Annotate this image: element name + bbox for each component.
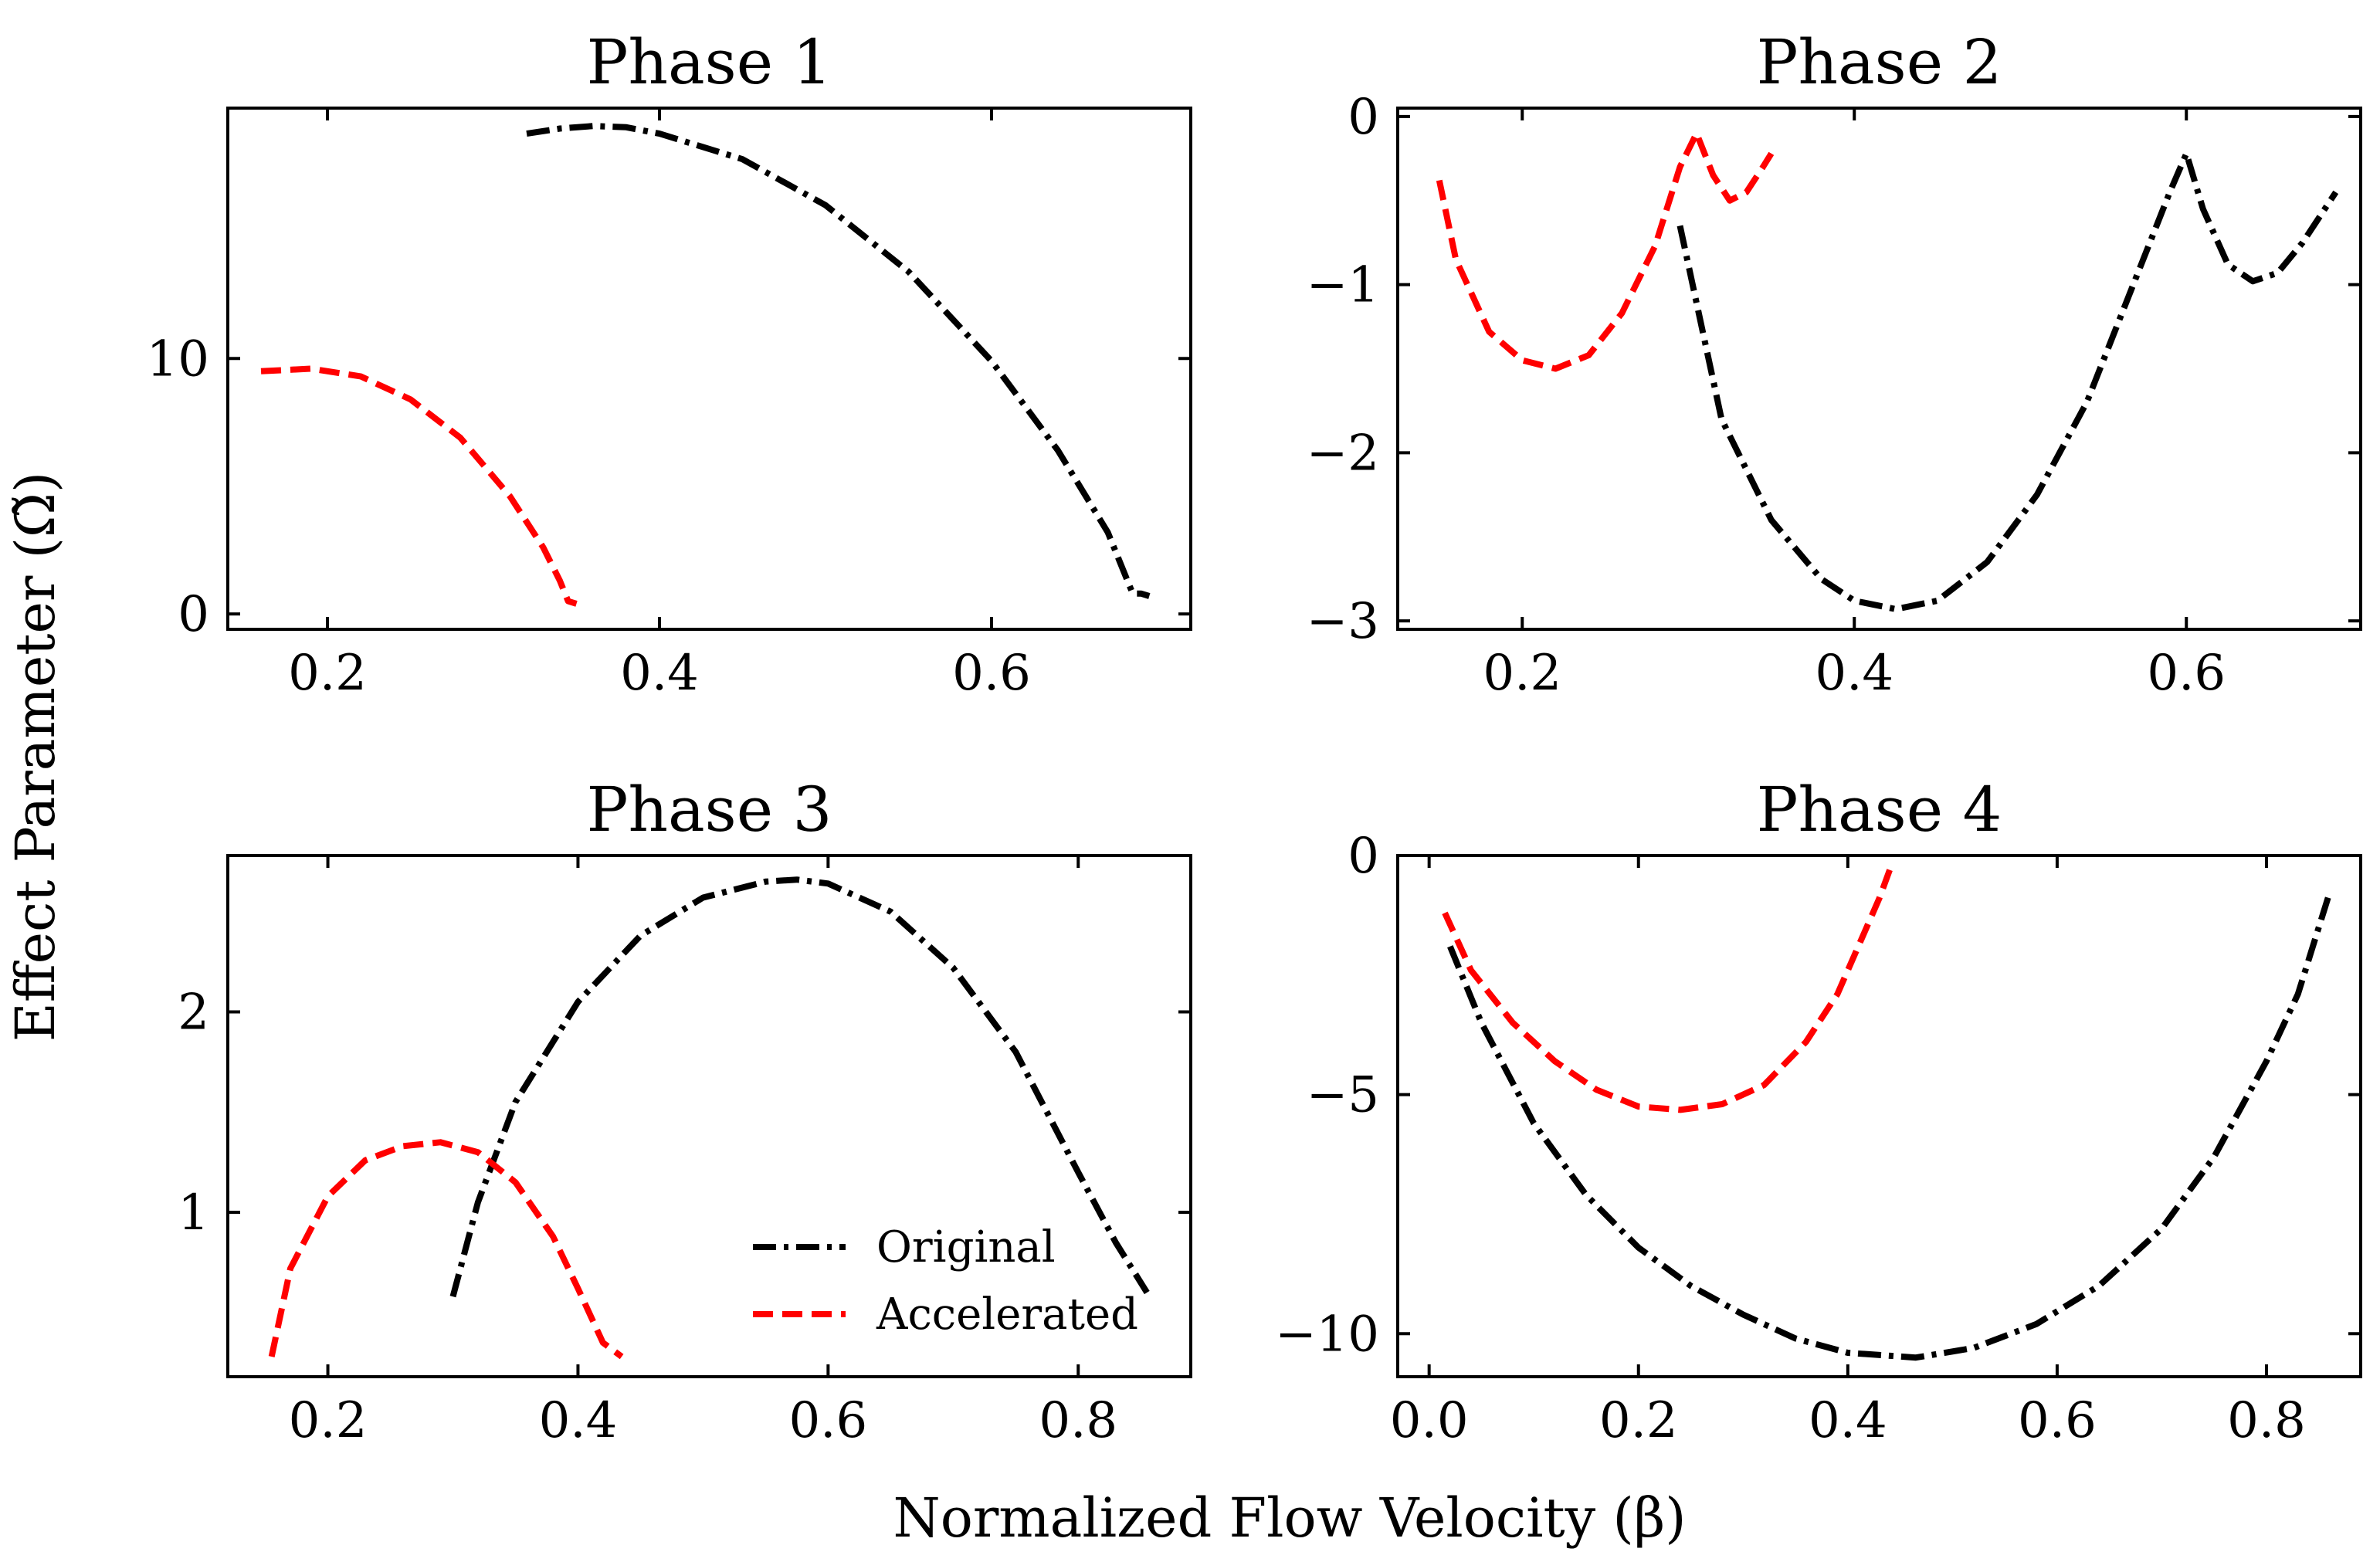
x-tick-label: 0.6 (952, 645, 1031, 702)
y-tick-label: 2 (178, 984, 209, 1042)
y-tick-label: 1 (178, 1184, 209, 1242)
phase-4-panel: Phase 4 0.0 0.2 0.4 0.6 0.8 0 −5 −10 (1275, 774, 2361, 1449)
x-tick-label: 0.2 (1483, 645, 1561, 702)
x-tick-label: 0.6 (788, 1392, 867, 1449)
x-tick-label: 0.4 (1809, 1392, 1887, 1449)
x-tick-label: 0.4 (539, 1392, 618, 1449)
series-accelerated-line (1445, 870, 1890, 1110)
phase-2-panel: Phase 2 0.2 0.4 0.6 0 −1 −2 −3 (1307, 26, 2361, 702)
x-tick-label: 0.6 (2018, 1392, 2097, 1449)
y-tick-label: 0 (1348, 828, 1379, 885)
x-tick-label: 0.4 (620, 645, 699, 702)
series-accelerated-line (1439, 134, 1771, 369)
plot-frame (1398, 108, 2361, 629)
phase-3-panel: Phase 3 0.2 0.4 0.6 0.8 1 2 (178, 774, 1191, 1449)
x-tick-label: 0.8 (1039, 1392, 1117, 1449)
y-tick-label: −5 (1307, 1067, 1379, 1124)
series-accelerated-line (261, 369, 577, 604)
panel-title: Phase 3 (587, 774, 832, 845)
y-tick-label: 0 (178, 586, 209, 643)
series-accelerated-line (272, 1142, 622, 1357)
panel-title: Phase 4 (1757, 774, 2002, 845)
panel-title: Phase 2 (1757, 26, 2002, 98)
x-tick-label: 0.8 (2227, 1392, 2306, 1449)
plot-frame (228, 108, 1191, 629)
x-tick-label: 0.2 (1599, 1392, 1678, 1449)
y-tick-label: −1 (1307, 257, 1379, 314)
panel-title: Phase 1 (587, 26, 832, 98)
x-axis-label: Normalized Flow Velocity (β) (893, 1486, 1686, 1550)
phase-1-panel: Phase 1 0.2 0.4 0.6 0 10 (147, 26, 1191, 702)
legend-original-label: Original (876, 1222, 1056, 1272)
plot-frame (1398, 856, 2361, 1377)
series-original-line (1680, 154, 2336, 609)
x-tick-label: 0.6 (2147, 645, 2226, 702)
y-tick-label: 10 (147, 330, 209, 388)
y-tick-label: −3 (1307, 593, 1379, 650)
y-tick-label: 0 (1348, 89, 1379, 146)
x-tick-label: 0.0 (1390, 1392, 1469, 1449)
legend: Original Accelerated (753, 1222, 1138, 1340)
x-tick-label: 0.2 (288, 645, 367, 702)
x-tick-label: 0.2 (289, 1392, 368, 1449)
legend-accelerated-label: Accelerated (876, 1289, 1138, 1340)
y-axis-label: Effect Parameter (Ω̃) (4, 472, 67, 1042)
y-tick-label: −10 (1275, 1306, 1379, 1363)
series-original-line (1450, 894, 2330, 1358)
series-original-line (527, 126, 1149, 596)
figure: Phase 10.2 0.4 0.6010 Phase 20.2 0.4 0.60−1−… (0, 0, 2380, 1552)
x-tick-label: 0.4 (1815, 645, 1893, 702)
y-tick-label: −2 (1307, 425, 1379, 482)
